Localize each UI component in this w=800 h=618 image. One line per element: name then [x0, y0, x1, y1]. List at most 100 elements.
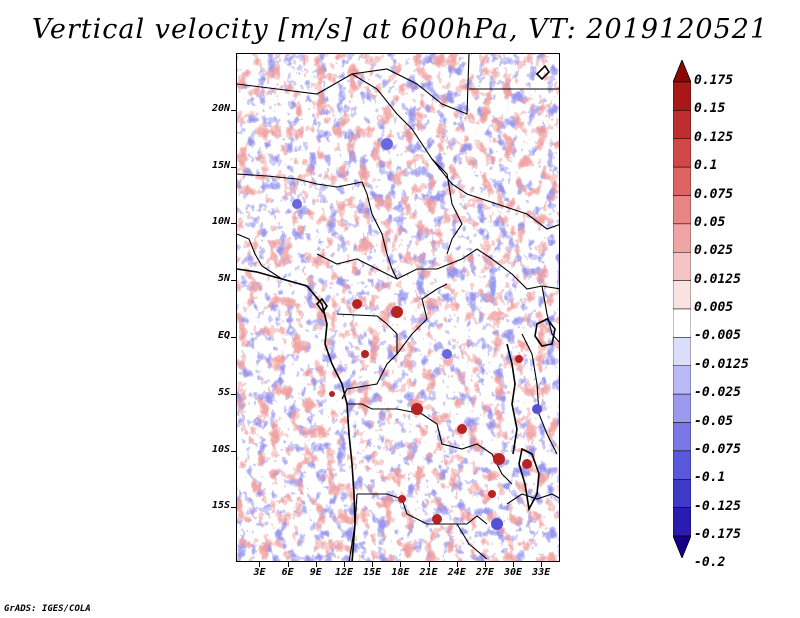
- border-line: [237, 54, 470, 115]
- lon-tick-label: 24E: [447, 567, 466, 578]
- colorbar-segment: [673, 223, 691, 253]
- lat-tick-mark: [231, 109, 236, 111]
- lat-tick-mark: [231, 280, 236, 282]
- lat-tick-label: 20N: [211, 102, 230, 114]
- lat-tick-mark: [231, 393, 236, 395]
- lon-tick-mark: [315, 562, 317, 567]
- cell: [361, 350, 369, 358]
- colorbar-max-arrow: [673, 60, 691, 83]
- colorbar-segment: [673, 450, 691, 480]
- coastline: [237, 268, 356, 561]
- colorbar-label: 0.1: [694, 158, 718, 174]
- border-line: [521, 333, 558, 455]
- lat-tick-label: 10N: [211, 216, 230, 228]
- border-line: [237, 233, 283, 280]
- lat-tick-label: 15N: [211, 159, 230, 171]
- cell: [488, 490, 496, 498]
- lat-tick-label: 15S: [211, 500, 230, 512]
- colorbar-label: 0.075: [694, 186, 734, 202]
- cell: [292, 199, 302, 209]
- cell: [532, 404, 542, 414]
- colorbar-label: 0.15: [694, 101, 726, 117]
- cell: [398, 495, 406, 503]
- lon-tick-mark: [484, 562, 486, 567]
- strong-ascent-cells: [329, 299, 532, 524]
- border-line: [506, 493, 559, 505]
- lon-tick-label: 12E: [334, 567, 354, 578]
- lat-tick-label: EQ: [217, 330, 230, 342]
- cell: [493, 453, 505, 465]
- lat-tick-mark: [231, 507, 236, 509]
- colorbar-segment: [673, 337, 691, 366]
- lat-tick-label: 5N: [217, 273, 230, 285]
- lon-tick-label: 15E: [363, 567, 382, 578]
- cell: [381, 138, 393, 150]
- lat-tick-mark: [231, 337, 236, 339]
- colorbar-label: -0.175: [694, 527, 741, 542]
- lon-tick-mark: [541, 562, 543, 567]
- border-line: [431, 158, 559, 230]
- colorbar-segment: [673, 422, 691, 452]
- colorbar-label: -0.0125: [694, 356, 749, 372]
- border-line: [316, 248, 559, 290]
- colorbar-label: -0.025: [694, 385, 741, 401]
- lon-tick-mark: [287, 562, 289, 567]
- lon-tick-label: 9E: [309, 567, 322, 578]
- border-line: [541, 285, 559, 343]
- lon-tick-mark: [259, 562, 261, 567]
- grads-credit: GrADS: IGES/COLA: [4, 604, 91, 614]
- colorbar-segment: [673, 110, 691, 139]
- colorbar-min-arrow: [673, 535, 691, 558]
- lon-tick-mark: [372, 562, 374, 567]
- lat-tick-mark: [231, 223, 236, 225]
- colorbar-label: -0.125: [694, 498, 741, 514]
- coastlines-and-lakes: [237, 64, 556, 561]
- colorbar-label: 0.005: [694, 300, 734, 315]
- island: [315, 297, 328, 314]
- colorbar-label: 0.0125: [694, 271, 741, 287]
- lon-tick-label: 21E: [419, 567, 438, 578]
- border-line: [357, 493, 488, 525]
- lon-tick-label: 30E: [504, 567, 523, 578]
- cell: [329, 391, 335, 397]
- colorbar-segment: [673, 81, 691, 111]
- colorbar-segment: [673, 479, 691, 508]
- colorbar-segment: [673, 166, 691, 196]
- lon-tick-mark: [344, 562, 345, 567]
- lon-tick-mark: [456, 562, 458, 567]
- colorbar: [673, 60, 691, 558]
- lon-tick-label: 3E: [253, 567, 266, 578]
- lon-tick-mark: [400, 562, 402, 567]
- lake-malawi: [518, 447, 540, 512]
- vertical-velocity-field: [237, 54, 559, 561]
- lat-tick-mark: [231, 450, 236, 452]
- colorbar-segment: [673, 507, 691, 537]
- lon-tick-label: 27E: [475, 567, 494, 578]
- cell: [391, 306, 403, 318]
- colorbar-segment: [673, 308, 691, 338]
- colorbar-label: -0.005: [694, 328, 741, 344]
- cell: [352, 299, 362, 309]
- colorbar-label: -0.2: [694, 555, 726, 571]
- colorbar-label: -0.1: [694, 470, 726, 486]
- lon-tick-label: 33E: [532, 567, 551, 578]
- border-line: [237, 173, 398, 280]
- cell: [491, 518, 503, 530]
- lon-tick-label: 18E: [391, 567, 410, 578]
- cell: [442, 349, 452, 359]
- colorbar-segment: [673, 393, 691, 423]
- lake-victoria: [534, 317, 556, 347]
- cell: [522, 459, 532, 469]
- lon-tick-mark: [428, 562, 430, 567]
- cell: [432, 514, 442, 524]
- lat-tick-label: 10S: [211, 443, 230, 455]
- colorbar-segment: [673, 280, 691, 310]
- country-borders: [237, 54, 559, 561]
- colorbar-label: 0.025: [694, 243, 734, 259]
- lat-tick-label: 5S: [217, 386, 230, 398]
- colorbar-segment: [673, 365, 691, 395]
- map-panel: [236, 53, 560, 562]
- lat-tick-mark: [231, 166, 236, 168]
- map-title: Vertical velocity [m/s] at 600hPa, VT: 2…: [31, 14, 769, 45]
- lon-tick-label: 6E: [281, 567, 294, 578]
